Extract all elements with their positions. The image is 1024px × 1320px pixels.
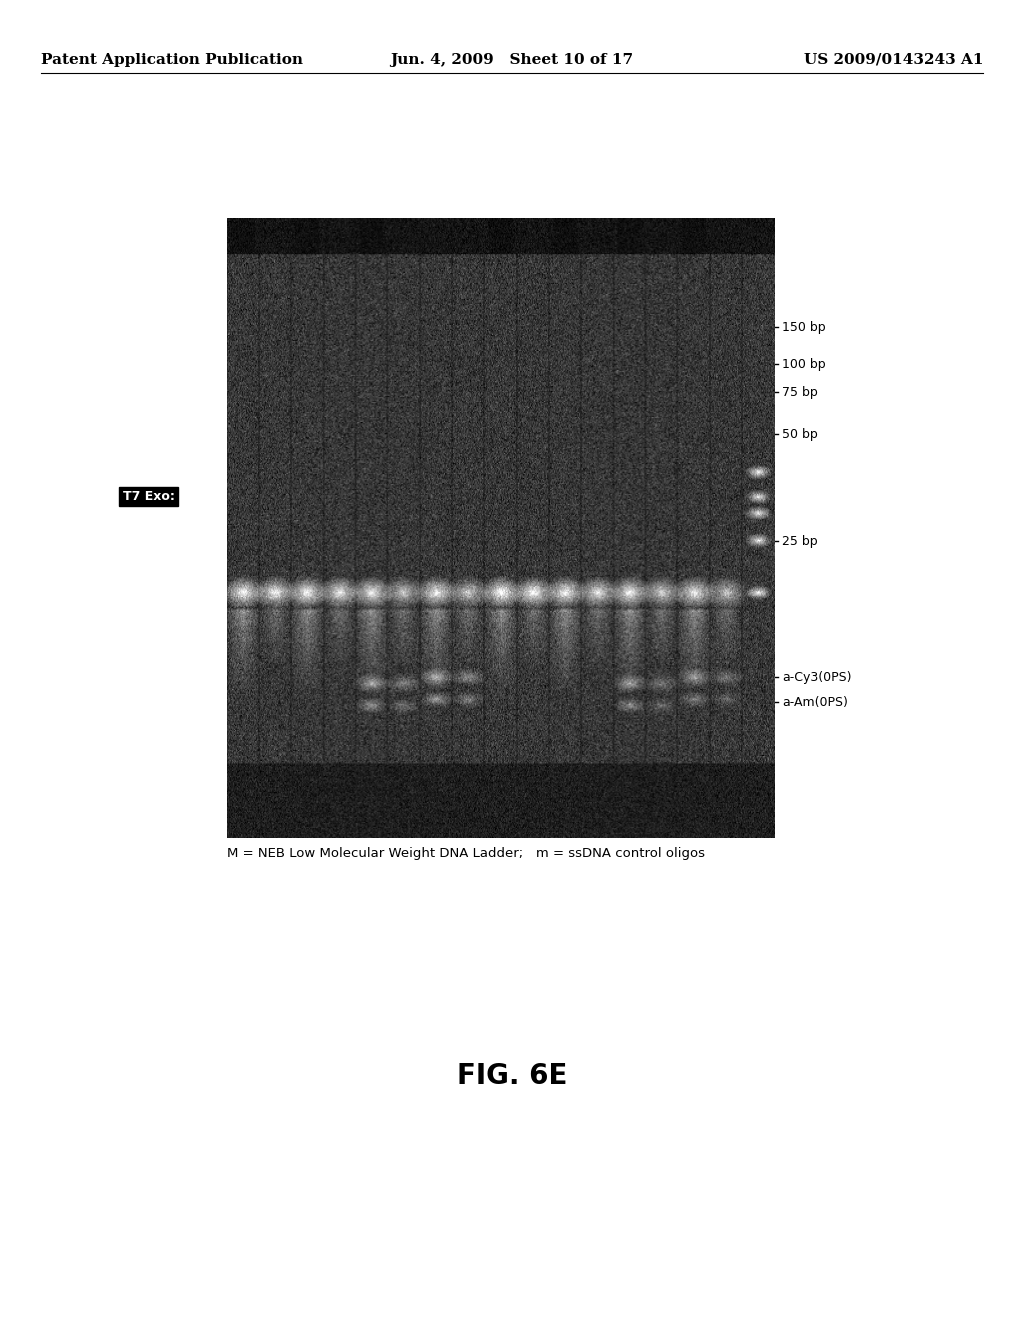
Text: -: - — [371, 565, 374, 576]
Text: -: - — [435, 565, 438, 576]
Text: -: - — [564, 565, 567, 576]
Text: a-Cy3+(1PS) / b-OH(0PS): a-Cy3+(1PS) / b-OH(0PS) — [319, 236, 329, 333]
Text: M: M — [753, 227, 765, 240]
Text: a-Am(0PS): a-Am(0PS) — [782, 696, 848, 709]
Text: 100 bp: 100 bp — [782, 358, 826, 371]
Text: +: + — [529, 565, 538, 576]
Text: M = NEB Low Molecular Weight DNA Ladder;   m = ssDNA control oligos: M = NEB Low Molecular Weight DNA Ladder;… — [227, 847, 706, 861]
Text: Jun. 4, 2009   Sheet 10 of 17: Jun. 4, 2009 Sheet 10 of 17 — [390, 53, 634, 67]
Text: 25 bp: 25 bp — [782, 535, 818, 548]
Text: FIG. 6E: FIG. 6E — [457, 1061, 567, 1090]
Text: -: - — [692, 565, 696, 576]
Text: +: + — [594, 565, 602, 576]
Text: a-Cy3+2(2PS) / b-OH(0PS): a-Cy3+2(2PS) / b-OH(0PS) — [707, 236, 715, 337]
Text: +: + — [658, 565, 667, 576]
Text: a-Cy3(0PS): a-Cy3(0PS) — [782, 671, 852, 684]
Text: 150 bp: 150 bp — [782, 321, 826, 334]
Text: 75 bp: 75 bp — [782, 385, 818, 399]
Text: +: + — [723, 565, 731, 576]
Text: 50 bp: 50 bp — [782, 428, 818, 441]
Text: -: - — [629, 565, 632, 576]
Text: +: + — [465, 565, 473, 576]
Text: -: - — [306, 565, 310, 576]
Text: a-Cy3+(0PS) / b-OH(0PS): a-Cy3+(0PS) / b-OH(0PS) — [255, 236, 264, 333]
Text: -: - — [242, 565, 246, 576]
Text: +: + — [400, 565, 409, 576]
Text: a-Cy3+2(1PS+) / b-OH(0PS): a-Cy3+2(1PS+) / b-OH(0PS) — [642, 236, 651, 343]
Text: a-Cy3+(1PS+) / b-OH(0PS): a-Cy3+(1PS+) / b-OH(0PS) — [384, 236, 393, 338]
Text: +: + — [271, 565, 280, 576]
Text: -: - — [500, 565, 503, 576]
Text: a-Cy3+2(0PS) / b-OH(0PS): a-Cy3+2(0PS) / b-OH(0PS) — [513, 236, 522, 337]
Text: m: m — [511, 227, 524, 240]
Text: T7 Exo:: T7 Exo: — [123, 490, 174, 503]
Text: +: + — [336, 565, 344, 576]
Text: US 2009/0143243 A1: US 2009/0143243 A1 — [804, 53, 983, 67]
Text: a-Cy3+2(1PS) / b-OH(0PS): a-Cy3+2(1PS) / b-OH(0PS) — [578, 236, 587, 337]
Text: a-Cy3+(2PS) / b-OH(0PS): a-Cy3+(2PS) / b-OH(0PS) — [449, 236, 458, 333]
Text: Patent Application Publication: Patent Application Publication — [41, 53, 303, 67]
